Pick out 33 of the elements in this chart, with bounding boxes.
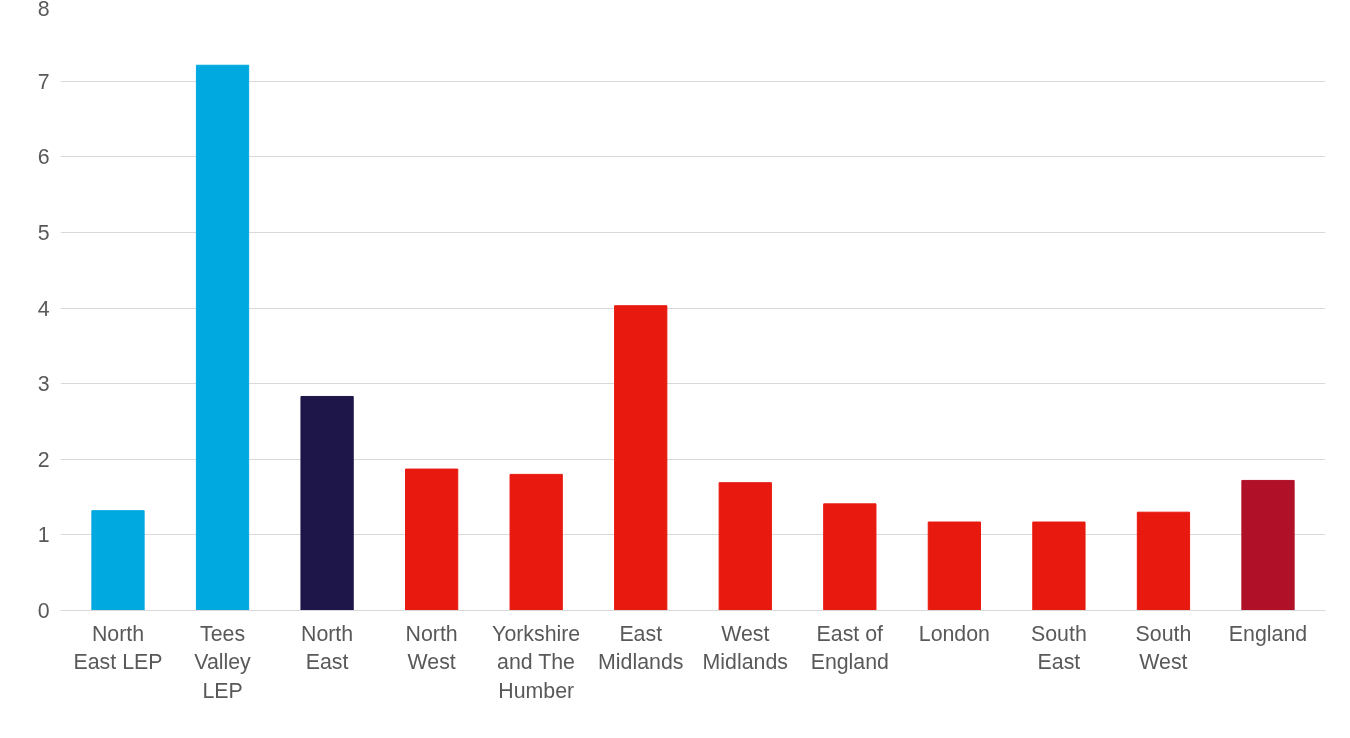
y-tick-label: 8 (37, 0, 50, 21)
x-tick-label: South West (1135, 621, 1192, 675)
bar (1241, 479, 1295, 611)
x-tick-label: North East LEP (73, 621, 163, 675)
bar (1136, 511, 1191, 611)
bar (91, 510, 145, 611)
bar (1032, 521, 1086, 611)
bar (927, 521, 981, 611)
bar (823, 503, 877, 611)
x-tick-label: Yorkshire and The Humber (492, 621, 581, 704)
x-tick-label: South East (1031, 621, 1087, 675)
bar (300, 395, 354, 611)
x-tick-label: East Midlands (598, 621, 684, 675)
y-tick-label: 5 (37, 220, 50, 245)
bar (195, 64, 250, 611)
x-tick-label: East of England (810, 621, 889, 675)
x-tick-label: West Midlands (702, 621, 788, 675)
y-tick-label: 0 (37, 599, 50, 623)
x-tick-label: England (1228, 621, 1308, 646)
bar (614, 305, 668, 611)
x-tick-label: North East (301, 621, 354, 675)
x-tick-label: London (918, 621, 990, 646)
y-tick-label: 3 (37, 372, 50, 397)
y-tick-label: 2 (37, 447, 50, 472)
y-tick-label: 4 (37, 296, 50, 321)
y-tick-label: 1 (37, 523, 50, 548)
bar (509, 473, 563, 611)
bar (718, 482, 772, 611)
y-tick-label: 7 (37, 69, 50, 94)
y-tick-label: 6 (37, 145, 50, 170)
x-tick-label: Tees Valley LEP (194, 621, 252, 704)
bar (405, 468, 459, 611)
x-tick-label: North West (405, 621, 458, 675)
